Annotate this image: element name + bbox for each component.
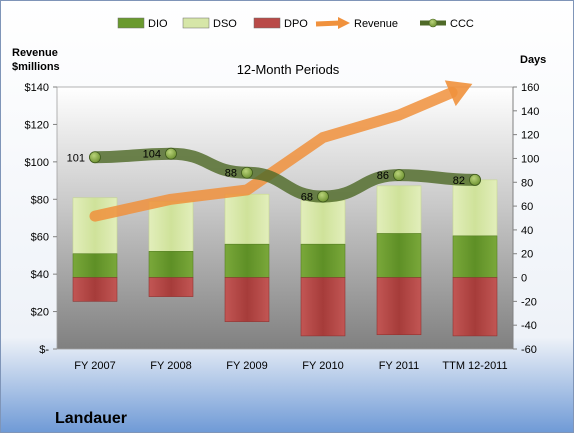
ccc-line: 101 104 88 68 86 82 bbox=[67, 147, 481, 204]
legend-arrowhead-revenue bbox=[338, 17, 350, 29]
ccc-data-label: 101 bbox=[67, 152, 85, 164]
left-tick-label: $- bbox=[39, 344, 49, 356]
right-tick-label: 60 bbox=[521, 201, 533, 213]
bar-dpo bbox=[72, 277, 118, 302]
legend-label-revenue: Revenue bbox=[354, 18, 398, 30]
bar-dpo bbox=[452, 277, 498, 337]
bar-dio bbox=[452, 235, 498, 278]
ccc-data-label: 82 bbox=[453, 175, 465, 187]
right-tick-label: 100 bbox=[521, 153, 539, 165]
plot-area bbox=[56, 86, 514, 350]
right-tick-label: -40 bbox=[521, 320, 537, 332]
ccc-data-label: 88 bbox=[225, 168, 237, 180]
ccc-data-label: 68 bbox=[301, 192, 313, 204]
bar-dso bbox=[224, 193, 270, 245]
left-tick-label: $100 bbox=[25, 157, 49, 169]
company-name: Landauer bbox=[55, 410, 127, 427]
legend-swatch-dio bbox=[117, 17, 145, 29]
ccc-point bbox=[241, 166, 253, 179]
bar-dpo bbox=[376, 277, 422, 336]
legend: DIO DSO DPO Revenue CCC bbox=[117, 17, 474, 30]
ccc-point bbox=[393, 169, 405, 182]
right-tick-label: 80 bbox=[521, 177, 533, 189]
bar-dio bbox=[376, 233, 422, 278]
bar-dso bbox=[148, 201, 194, 252]
x-tick-label: FY 2010 bbox=[302, 360, 343, 372]
bar-dpo bbox=[224, 277, 270, 322]
right-axis: -60 -40 -20 0 20 40 60 80 100 120 140 160 bbox=[512, 82, 539, 356]
right-tick-label: 20 bbox=[521, 249, 533, 261]
left-tick-label: $80 bbox=[31, 194, 49, 206]
bar-dpo bbox=[300, 277, 346, 337]
bar-dso bbox=[300, 199, 346, 245]
x-tick-label: TTM 12-2011 bbox=[442, 360, 507, 372]
revenue-arrow-shaft bbox=[89, 86, 458, 222]
revenue-arrow-head bbox=[444, 80, 473, 107]
bar-dio bbox=[224, 243, 270, 278]
left-axis-label-line2: $millions bbox=[12, 61, 60, 73]
x-tick-label: FY 2009 bbox=[226, 360, 267, 372]
x-tick-label: FY 2007 bbox=[74, 360, 115, 372]
bar-dio bbox=[300, 243, 346, 278]
legend-marker-ccc bbox=[428, 18, 438, 28]
left-tick-label: $60 bbox=[31, 232, 49, 244]
left-axis-label-line1: Revenue bbox=[12, 47, 58, 59]
x-tick-label: FY 2011 bbox=[379, 360, 420, 372]
bar-dso bbox=[376, 185, 422, 234]
left-tick-label: $120 bbox=[25, 119, 49, 131]
x-tick-label: FY 2008 bbox=[150, 360, 191, 372]
right-tick-label: 120 bbox=[521, 130, 539, 142]
right-tick-label: 0 bbox=[521, 273, 527, 285]
bar-dio bbox=[72, 253, 118, 278]
legend-label-dio: DIO bbox=[148, 18, 168, 30]
left-axis: $- $20 $40 $60 $80 $100 $120 $140 bbox=[25, 82, 57, 356]
bar-stacks bbox=[72, 179, 498, 337]
legend-swatch-dso bbox=[182, 17, 210, 29]
left-tick-label: $140 bbox=[25, 82, 49, 94]
right-tick-label: -20 bbox=[521, 296, 537, 308]
x-axis: FY 2007 FY 2008 FY 2009 FY 2010 FY 2011 TTM 1… bbox=[74, 360, 507, 372]
ccc-data-label: 86 bbox=[377, 170, 389, 182]
right-tick-label: -60 bbox=[521, 344, 537, 356]
bar-dpo bbox=[148, 277, 194, 297]
bar-dso bbox=[72, 197, 118, 255]
ccc-point bbox=[469, 173, 481, 186]
bar-dio bbox=[148, 251, 194, 278]
right-tick-label: 40 bbox=[521, 225, 533, 237]
right-tick-label: 140 bbox=[521, 106, 539, 118]
legend-label-dso: DSO bbox=[213, 18, 237, 30]
right-axis-label: Days bbox=[520, 54, 546, 66]
legend-swatch-revenue bbox=[315, 20, 341, 27]
ccc-point bbox=[89, 151, 101, 164]
legend-label-dpo: DPO bbox=[284, 18, 308, 30]
chart-title: 12-Month Periods bbox=[237, 62, 340, 77]
left-tick-label: $40 bbox=[31, 269, 49, 281]
ccc-point bbox=[165, 147, 177, 160]
left-tick-label: $20 bbox=[31, 307, 49, 319]
right-tick-label: 160 bbox=[521, 82, 539, 94]
ccc-point bbox=[317, 190, 329, 203]
revenue-trend bbox=[89, 80, 473, 222]
bar-dso bbox=[452, 179, 498, 237]
legend-label-ccc: CCC bbox=[450, 18, 474, 30]
legend-swatch-dpo bbox=[253, 17, 281, 29]
ccc-data-label: 104 bbox=[143, 149, 161, 161]
